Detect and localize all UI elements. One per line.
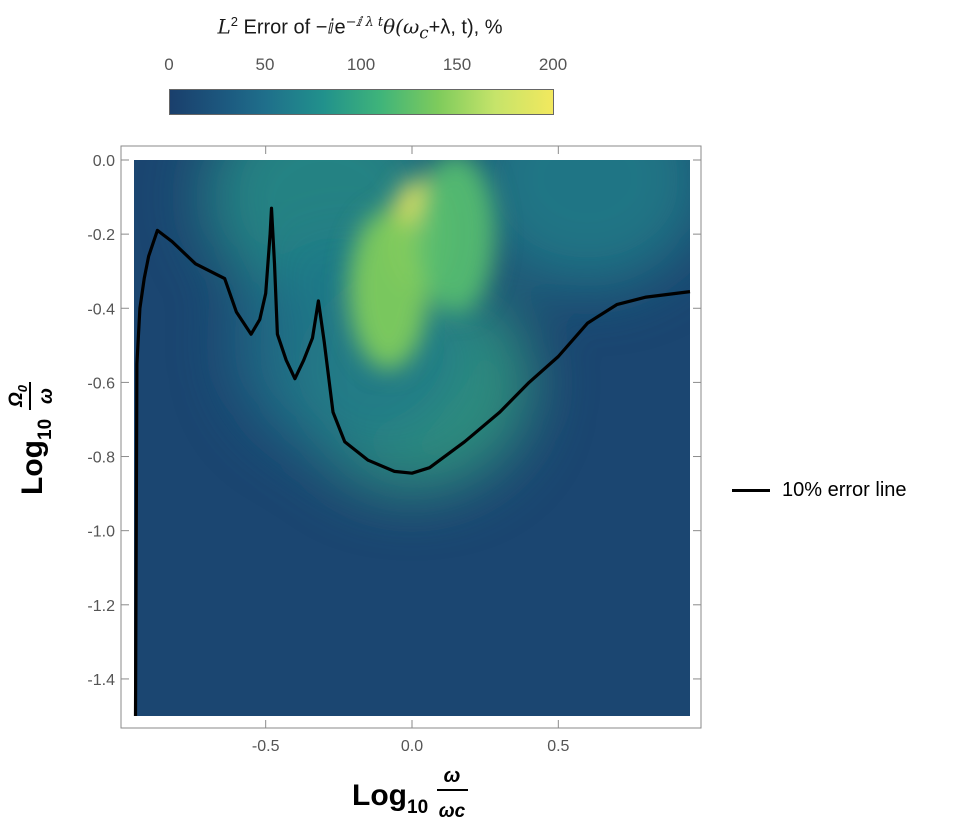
svg-text:10: 10 bbox=[407, 797, 428, 818]
colorbar-gradient bbox=[169, 89, 554, 115]
x-tick-label: 0.5 bbox=[547, 738, 569, 755]
heatmap-blob bbox=[415, 160, 496, 315]
svg-text:ω: ω bbox=[36, 388, 57, 404]
y-tick-label: -0.4 bbox=[87, 301, 115, 318]
heatmap-blob bbox=[467, 160, 690, 289]
colorbar-tick: 200 bbox=[538, 55, 568, 74]
y-tick-label: -1.0 bbox=[87, 524, 115, 541]
y-tick-label: 0.0 bbox=[93, 153, 115, 170]
y-tick-label: -0.8 bbox=[87, 450, 115, 467]
axes: -0.5 0.0 0.5 0.0 -0.2 -0.4 -0.6 -0.8 -1.0 -1.2 -1.… bbox=[87, 146, 701, 755]
colorbar-tick: 150 bbox=[442, 55, 472, 74]
y-tick-label: -1.2 bbox=[87, 598, 115, 615]
y-tick-label: -0.6 bbox=[87, 375, 115, 392]
y-tick-label: -1.4 bbox=[87, 672, 115, 689]
y-axis-title: Log 10 Ω0 ω bbox=[6, 382, 57, 495]
colorbar-title: L2 Error of −ⅈe−ⅈ λ tθ(ωc+λ, t), % bbox=[217, 14, 503, 43]
plot-frame bbox=[120, 145, 702, 729]
x-axis-title: Log 10 ω ωc bbox=[352, 765, 468, 822]
legend-line-swatch bbox=[732, 488, 770, 492]
y-tick-label: -0.2 bbox=[87, 227, 115, 244]
error-line-10pct bbox=[133, 206, 691, 717]
svg-text:ω: ω bbox=[444, 765, 461, 787]
x-tick-label: 0.0 bbox=[401, 738, 423, 755]
svg-text:10: 10 bbox=[35, 419, 56, 440]
colorbar-tick: 50 bbox=[255, 55, 275, 74]
svg-text:Log: Log bbox=[16, 440, 49, 495]
colorbar-tick: 0 bbox=[164, 55, 174, 74]
svg-text:Log: Log bbox=[352, 779, 407, 812]
colorbar-ticks: 0 50 100 150 200 bbox=[0, 55, 954, 77]
heatmap-blob bbox=[348, 209, 429, 370]
svg-text:Ω0: Ω0 bbox=[6, 384, 30, 408]
svg-text:ωc: ωc bbox=[439, 801, 466, 822]
legend-label: 10% error line bbox=[782, 478, 907, 501]
heatmap-field bbox=[134, 160, 690, 716]
x-tick-label: -0.5 bbox=[252, 738, 280, 755]
legend: 10% error line bbox=[732, 477, 907, 503]
colorbar-tick: 100 bbox=[346, 55, 376, 74]
